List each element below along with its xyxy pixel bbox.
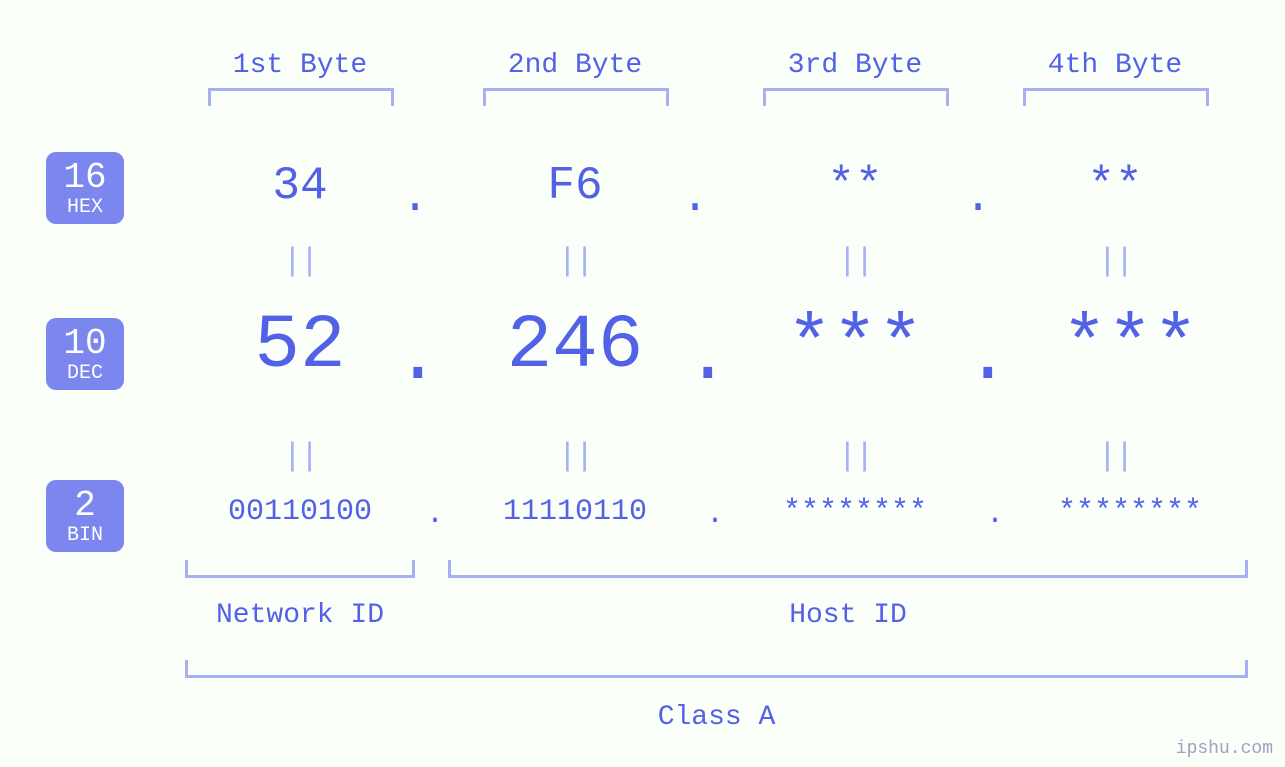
dot-dec-1: . bbox=[395, 315, 435, 401]
badge-dec: 10 DEC bbox=[46, 318, 124, 390]
equals-1-3: || bbox=[835, 243, 875, 280]
badge-hex-num: 16 bbox=[46, 160, 124, 196]
label-network-id: Network ID bbox=[185, 600, 415, 631]
dot-bin-1: . bbox=[425, 498, 445, 532]
badge-bin: 2 BIN bbox=[46, 480, 124, 552]
equals-1-2: || bbox=[555, 243, 595, 280]
dot-bin-2: . bbox=[705, 498, 725, 532]
header-byte-1: 1st Byte bbox=[200, 50, 400, 81]
dec-byte-3: *** bbox=[740, 303, 970, 389]
bin-byte-2: 11110110 bbox=[450, 495, 700, 529]
hex-byte-2: F6 bbox=[475, 160, 675, 212]
hex-byte-3: ** bbox=[755, 160, 955, 212]
bracket-class bbox=[185, 660, 1248, 678]
equals-2-4: || bbox=[1095, 438, 1135, 475]
bracket-byte-4 bbox=[1023, 88, 1209, 106]
dec-byte-4: *** bbox=[1010, 303, 1250, 389]
header-byte-4: 4th Byte bbox=[1015, 50, 1215, 81]
dec-byte-1: 52 bbox=[200, 303, 400, 389]
watermark: ipshu.com bbox=[1176, 739, 1273, 759]
equals-2-2: || bbox=[555, 438, 595, 475]
dot-hex-3: . bbox=[963, 172, 993, 224]
dot-dec-2: . bbox=[685, 315, 725, 401]
badge-hex-label: HEX bbox=[46, 198, 124, 218]
header-byte-2: 2nd Byte bbox=[475, 50, 675, 81]
dot-dec-3: . bbox=[965, 315, 1005, 401]
hex-byte-1: 34 bbox=[200, 160, 400, 212]
hex-byte-4: ** bbox=[1015, 160, 1215, 212]
bin-byte-1: 00110100 bbox=[175, 495, 425, 529]
badge-hex: 16 HEX bbox=[46, 152, 124, 224]
header-byte-3: 3rd Byte bbox=[755, 50, 955, 81]
bin-byte-4: ******** bbox=[1005, 495, 1255, 529]
dot-hex-1: . bbox=[400, 172, 430, 224]
equals-1-1: || bbox=[280, 243, 320, 280]
equals-2-1: || bbox=[280, 438, 320, 475]
bracket-byte-1 bbox=[208, 88, 394, 106]
bracket-byte-2 bbox=[483, 88, 669, 106]
equals-2-3: || bbox=[835, 438, 875, 475]
bracket-byte-3 bbox=[763, 88, 949, 106]
badge-bin-label: BIN bbox=[46, 526, 124, 546]
badge-dec-label: DEC bbox=[46, 364, 124, 384]
badge-dec-num: 10 bbox=[46, 326, 124, 362]
dot-hex-2: . bbox=[680, 172, 710, 224]
bracket-network-id bbox=[185, 560, 415, 578]
dec-byte-2: 246 bbox=[455, 303, 695, 389]
badge-bin-num: 2 bbox=[46, 488, 124, 524]
bin-byte-3: ******** bbox=[730, 495, 980, 529]
equals-1-4: || bbox=[1095, 243, 1135, 280]
label-class: Class A bbox=[185, 702, 1248, 733]
bracket-host-id bbox=[448, 560, 1248, 578]
dot-bin-3: . bbox=[985, 498, 1005, 532]
label-host-id: Host ID bbox=[448, 600, 1248, 631]
